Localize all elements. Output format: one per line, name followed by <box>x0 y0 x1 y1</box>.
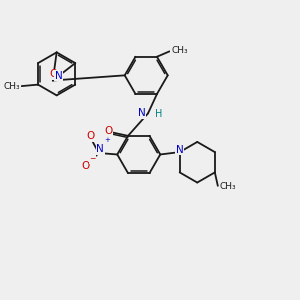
Text: H: H <box>154 109 162 119</box>
Text: N: N <box>138 108 146 118</box>
Text: CH₃: CH₃ <box>4 82 20 91</box>
Text: +: + <box>104 137 110 143</box>
Text: N: N <box>55 71 63 81</box>
Text: N: N <box>176 145 184 155</box>
Text: N: N <box>96 144 104 154</box>
Text: O: O <box>104 126 112 136</box>
Text: O: O <box>86 131 94 141</box>
Text: CH₃: CH₃ <box>219 182 236 191</box>
Text: CH₃: CH₃ <box>171 46 188 55</box>
Text: O: O <box>82 160 90 170</box>
Text: −: − <box>89 154 95 164</box>
Text: O: O <box>50 69 58 79</box>
